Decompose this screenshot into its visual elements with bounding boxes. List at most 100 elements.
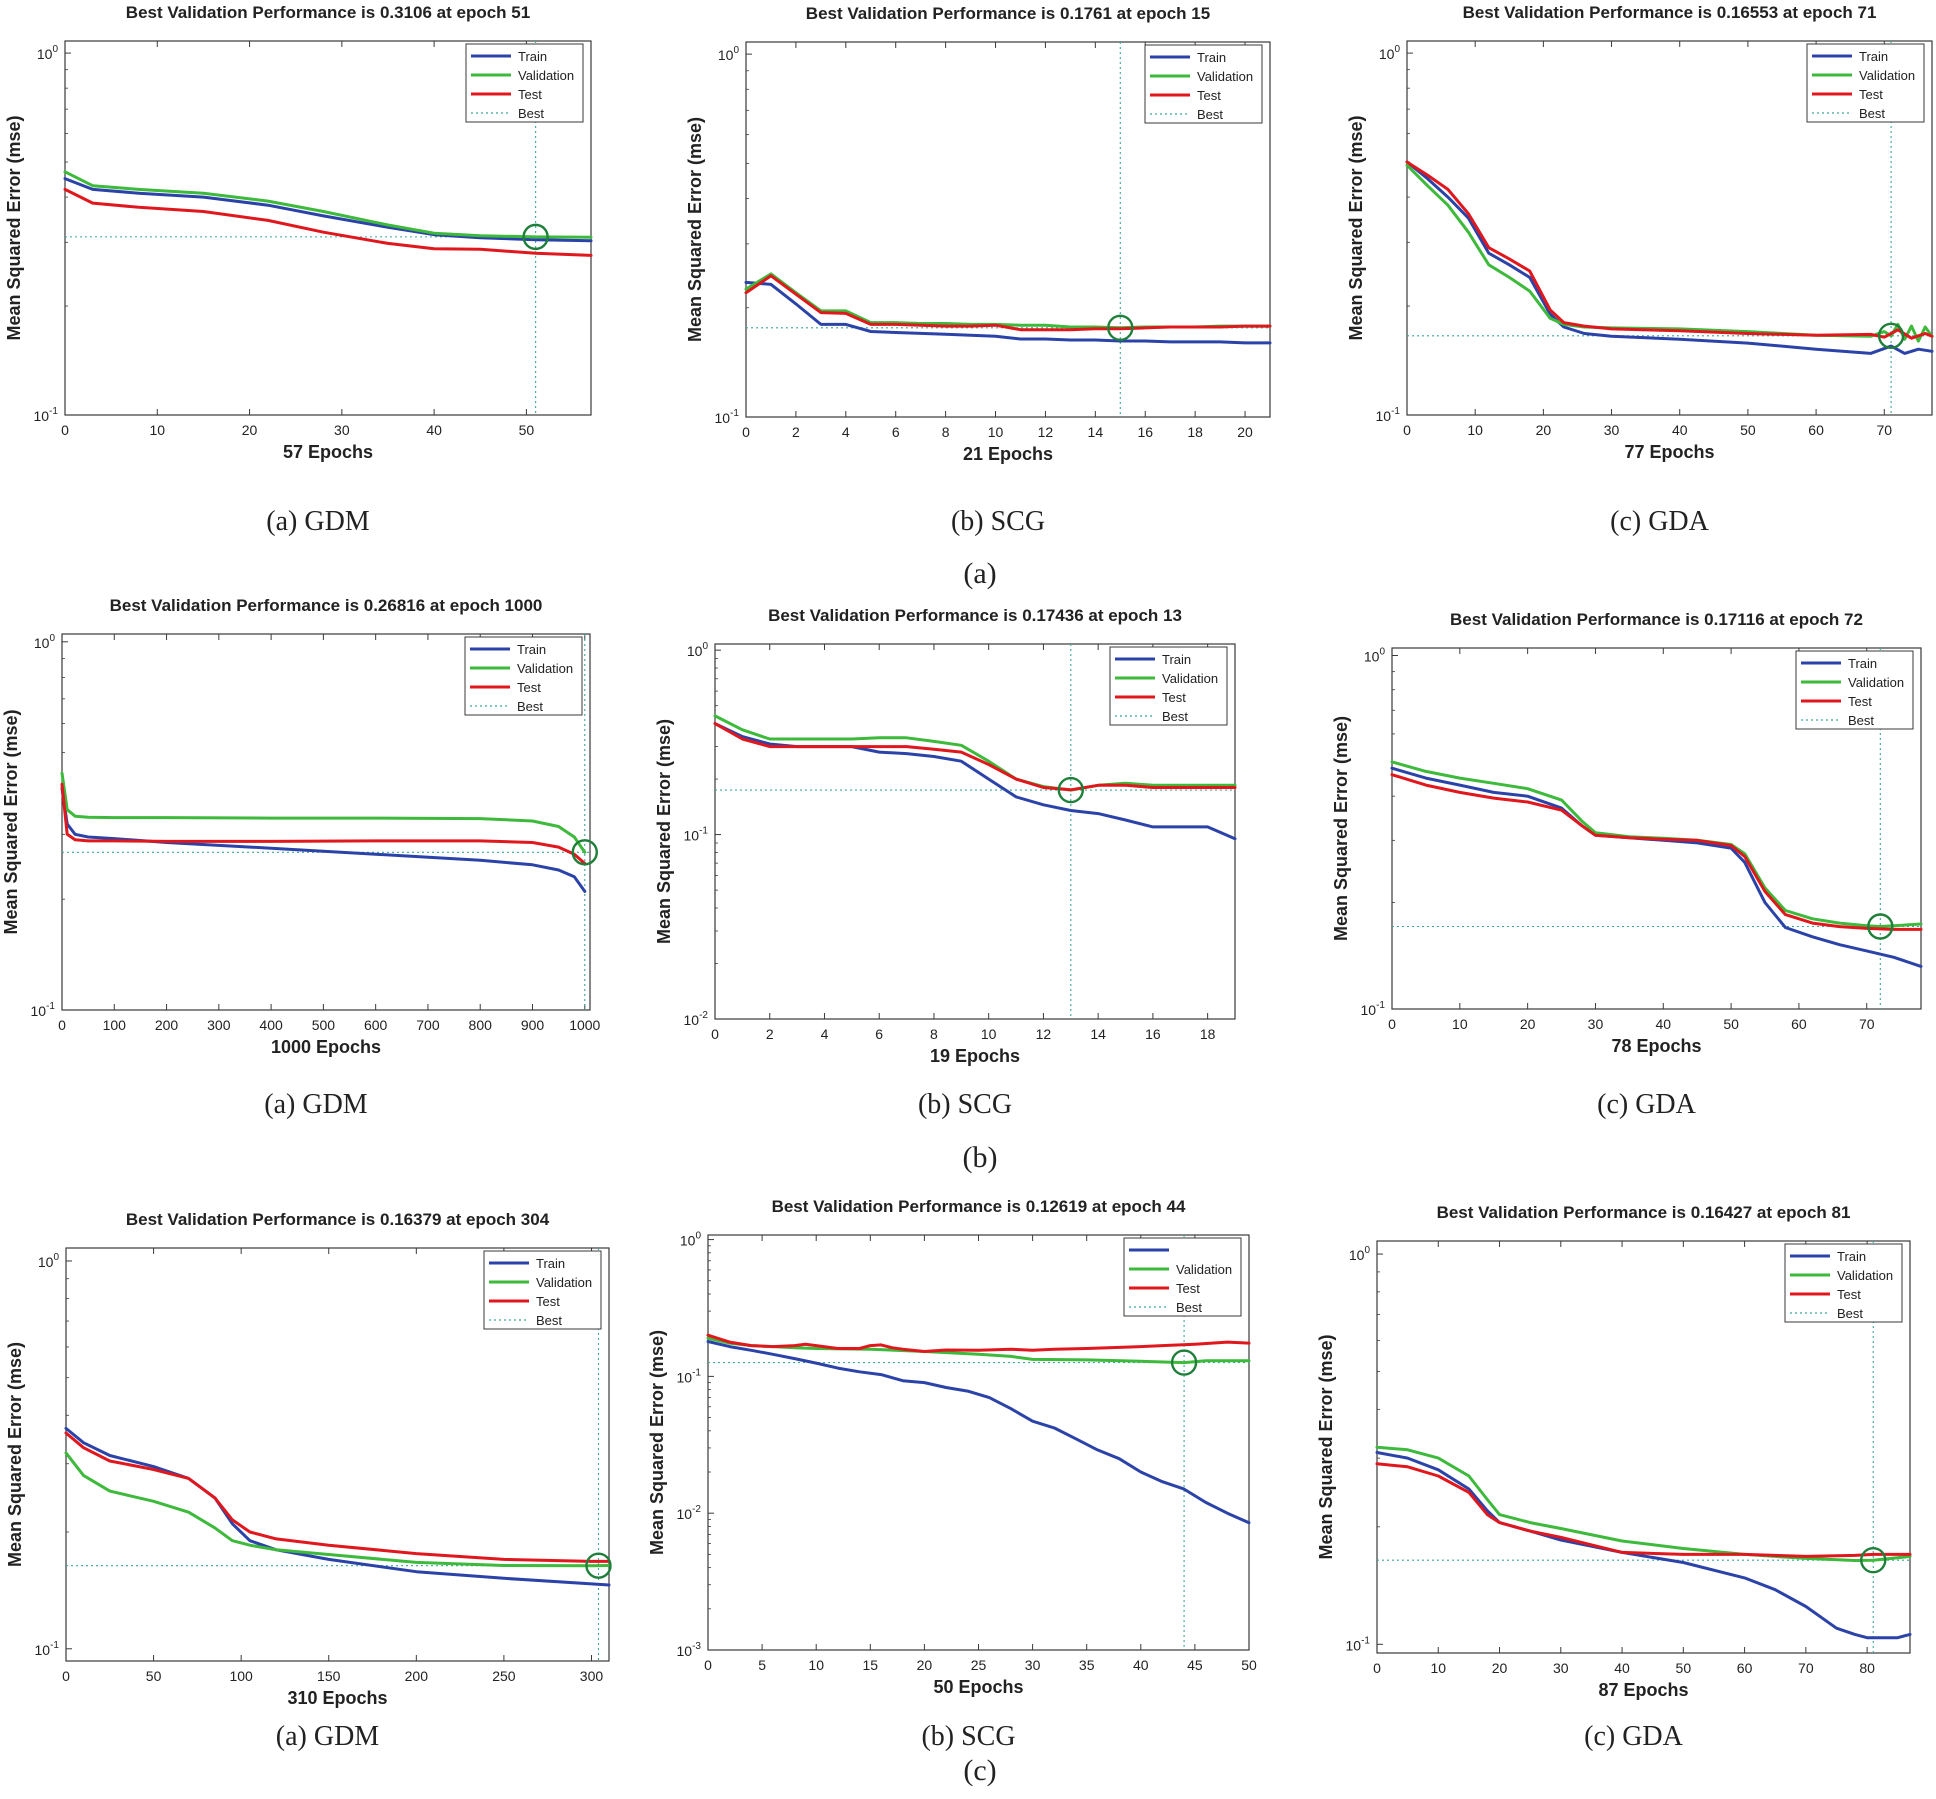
legend-label: Validation [517, 661, 573, 676]
axes-box [1406, 40, 1933, 416]
legend-label: Train [1197, 50, 1226, 65]
legend-label: Best [1848, 713, 1874, 728]
y-tick-label: 10-1 [1361, 1000, 1386, 1018]
x-tick-label: 300 [207, 1017, 231, 1033]
y-tick-label: 100 [37, 44, 59, 62]
chart-title: Best Validation Performance is 0.17436 a… [768, 606, 1182, 625]
series-train-line [713, 722, 1237, 841]
legend-label: Test [1837, 1287, 1861, 1302]
x-axis-label: 21 Epochs [963, 444, 1053, 464]
y-axis-label: Mean Squared Error (mse) [1, 709, 21, 934]
x-tick-label: 10 [149, 422, 165, 438]
x-tick-label: 14 [1090, 1026, 1106, 1042]
x-tick-label: 500 [312, 1017, 336, 1033]
x-tick-label: 60 [1737, 1660, 1753, 1676]
x-tick-label: 10 [1452, 1016, 1468, 1032]
x-tick-label: 30 [1553, 1660, 1569, 1676]
x-tick-label: 20 [1536, 422, 1552, 438]
x-tick-label: 60 [1791, 1016, 1807, 1032]
x-tick-label: 150 [317, 1668, 341, 1684]
x-axis-label: 77 Epochs [1624, 442, 1714, 462]
legend-label: Test [1859, 87, 1883, 102]
x-tick-label: 20 [242, 422, 258, 438]
x-tick-label: 15 [863, 1657, 879, 1673]
y-tick-label: 10-2 [677, 1504, 702, 1522]
series-validation-line [63, 170, 593, 239]
chart-title: Best Validation Performance is 0.1761 at… [806, 4, 1210, 23]
series-test-line [1405, 160, 1934, 340]
x-tick-label: 4 [821, 1026, 829, 1042]
legend-label: Best [536, 1313, 562, 1328]
series-validation-line [713, 714, 1237, 792]
legend-label: Train [1837, 1249, 1866, 1264]
x-tick-label: 50 [519, 422, 535, 438]
subfigure-caption: (b) SCG [921, 1721, 1015, 1752]
x-axis-label: 50 Epochs [933, 1677, 1023, 1697]
y-tick-label: 10-1 [677, 1367, 702, 1385]
series-validation-line [64, 1451, 611, 1568]
x-tick-label: 2 [766, 1026, 774, 1042]
x-tick-label: 0 [61, 422, 69, 438]
best-marker-circle [1860, 1546, 1887, 1574]
x-axis-label: 310 Epochs [287, 1688, 387, 1708]
chart-title: Best Validation Performance is 0.17116 a… [1450, 610, 1863, 629]
subfigure-caption: (a) GDM [276, 1721, 380, 1752]
legend-label: Best [1162, 709, 1188, 724]
x-tick-label: 800 [469, 1017, 493, 1033]
series-test-line [706, 1333, 1251, 1353]
x-tick-label: 25 [971, 1657, 987, 1673]
legend-label: Validation [518, 68, 574, 83]
x-tick-label: 300 [580, 1668, 604, 1684]
y-tick-label: 10-1 [1376, 406, 1401, 424]
row-label-b: (b) [963, 1141, 998, 1174]
x-tick-label: 35 [1079, 1657, 1095, 1673]
x-axis-label: 87 Epochs [1598, 1680, 1688, 1700]
axes-box [64, 40, 592, 416]
best-marker-circle [585, 1552, 612, 1579]
y-tick-label: 10-1 [684, 826, 709, 844]
legend-label: Test [536, 1294, 560, 1309]
legend-label: Best [1176, 1300, 1202, 1315]
best-marker-circle [1057, 776, 1084, 804]
x-tick-label: 50 [146, 1668, 162, 1684]
legend-label: Best [1197, 107, 1223, 122]
legend-label: Test [517, 680, 541, 695]
x-tick-label: 12 [1036, 1026, 1052, 1042]
legend-label: Test [1848, 694, 1872, 709]
y-tick-label: 10-2 [684, 1010, 709, 1028]
x-tick-label: 50 [1676, 1660, 1692, 1676]
legend-label: Test [518, 87, 542, 102]
best-marker-circle [1877, 322, 1905, 349]
series-train-line [1405, 160, 1934, 355]
chart-8: 0 5 10 15 20 25 30 35 40 45 50 10-3 10-2 10-1 100 Valid… [647, 1197, 1257, 1752]
x-tick-label: 4 [842, 424, 850, 440]
subfigure-caption: (b) SCG [918, 1089, 1012, 1120]
series-test-line [1390, 773, 1923, 931]
x-tick-label: 40 [426, 422, 442, 438]
series-train-line [60, 786, 587, 893]
subfigure-caption: (b) SCG [951, 506, 1045, 537]
x-axis-label: 57 Epochs [283, 442, 373, 462]
chart-title: Best Validation Performance is 0.16553 a… [1463, 3, 1877, 22]
series-test-line [1375, 1462, 1912, 1558]
x-tick-label: 30 [1604, 422, 1620, 438]
legend-label: Test [1197, 88, 1221, 103]
x-tick-label: 250 [492, 1668, 516, 1684]
y-tick-label: 10-1 [1346, 1635, 1371, 1653]
y-axis-label: Mean Squared Error (mse) [647, 1330, 667, 1555]
chart-title: Best Validation Performance is 0.3106 at… [126, 3, 530, 22]
x-tick-label: 10 [808, 1657, 824, 1673]
chart-7: 0 50 100 150 200 250 300 10-1 100 Train Validation… [5, 1210, 612, 1752]
x-tick-label: 200 [405, 1668, 429, 1684]
best-marker-circle [571, 839, 598, 866]
y-tick-label: 100 [680, 1231, 702, 1249]
legend-label: Validation [1837, 1268, 1893, 1283]
x-tick-label: 12 [1038, 424, 1054, 440]
x-tick-label: 100 [103, 1017, 127, 1033]
x-tick-label: 20 [1492, 1660, 1508, 1676]
series-train-line [64, 1426, 611, 1587]
legend-label: Train [1162, 652, 1191, 667]
x-tick-label: 0 [704, 1657, 712, 1673]
y-tick-label: 100 [38, 1252, 60, 1270]
